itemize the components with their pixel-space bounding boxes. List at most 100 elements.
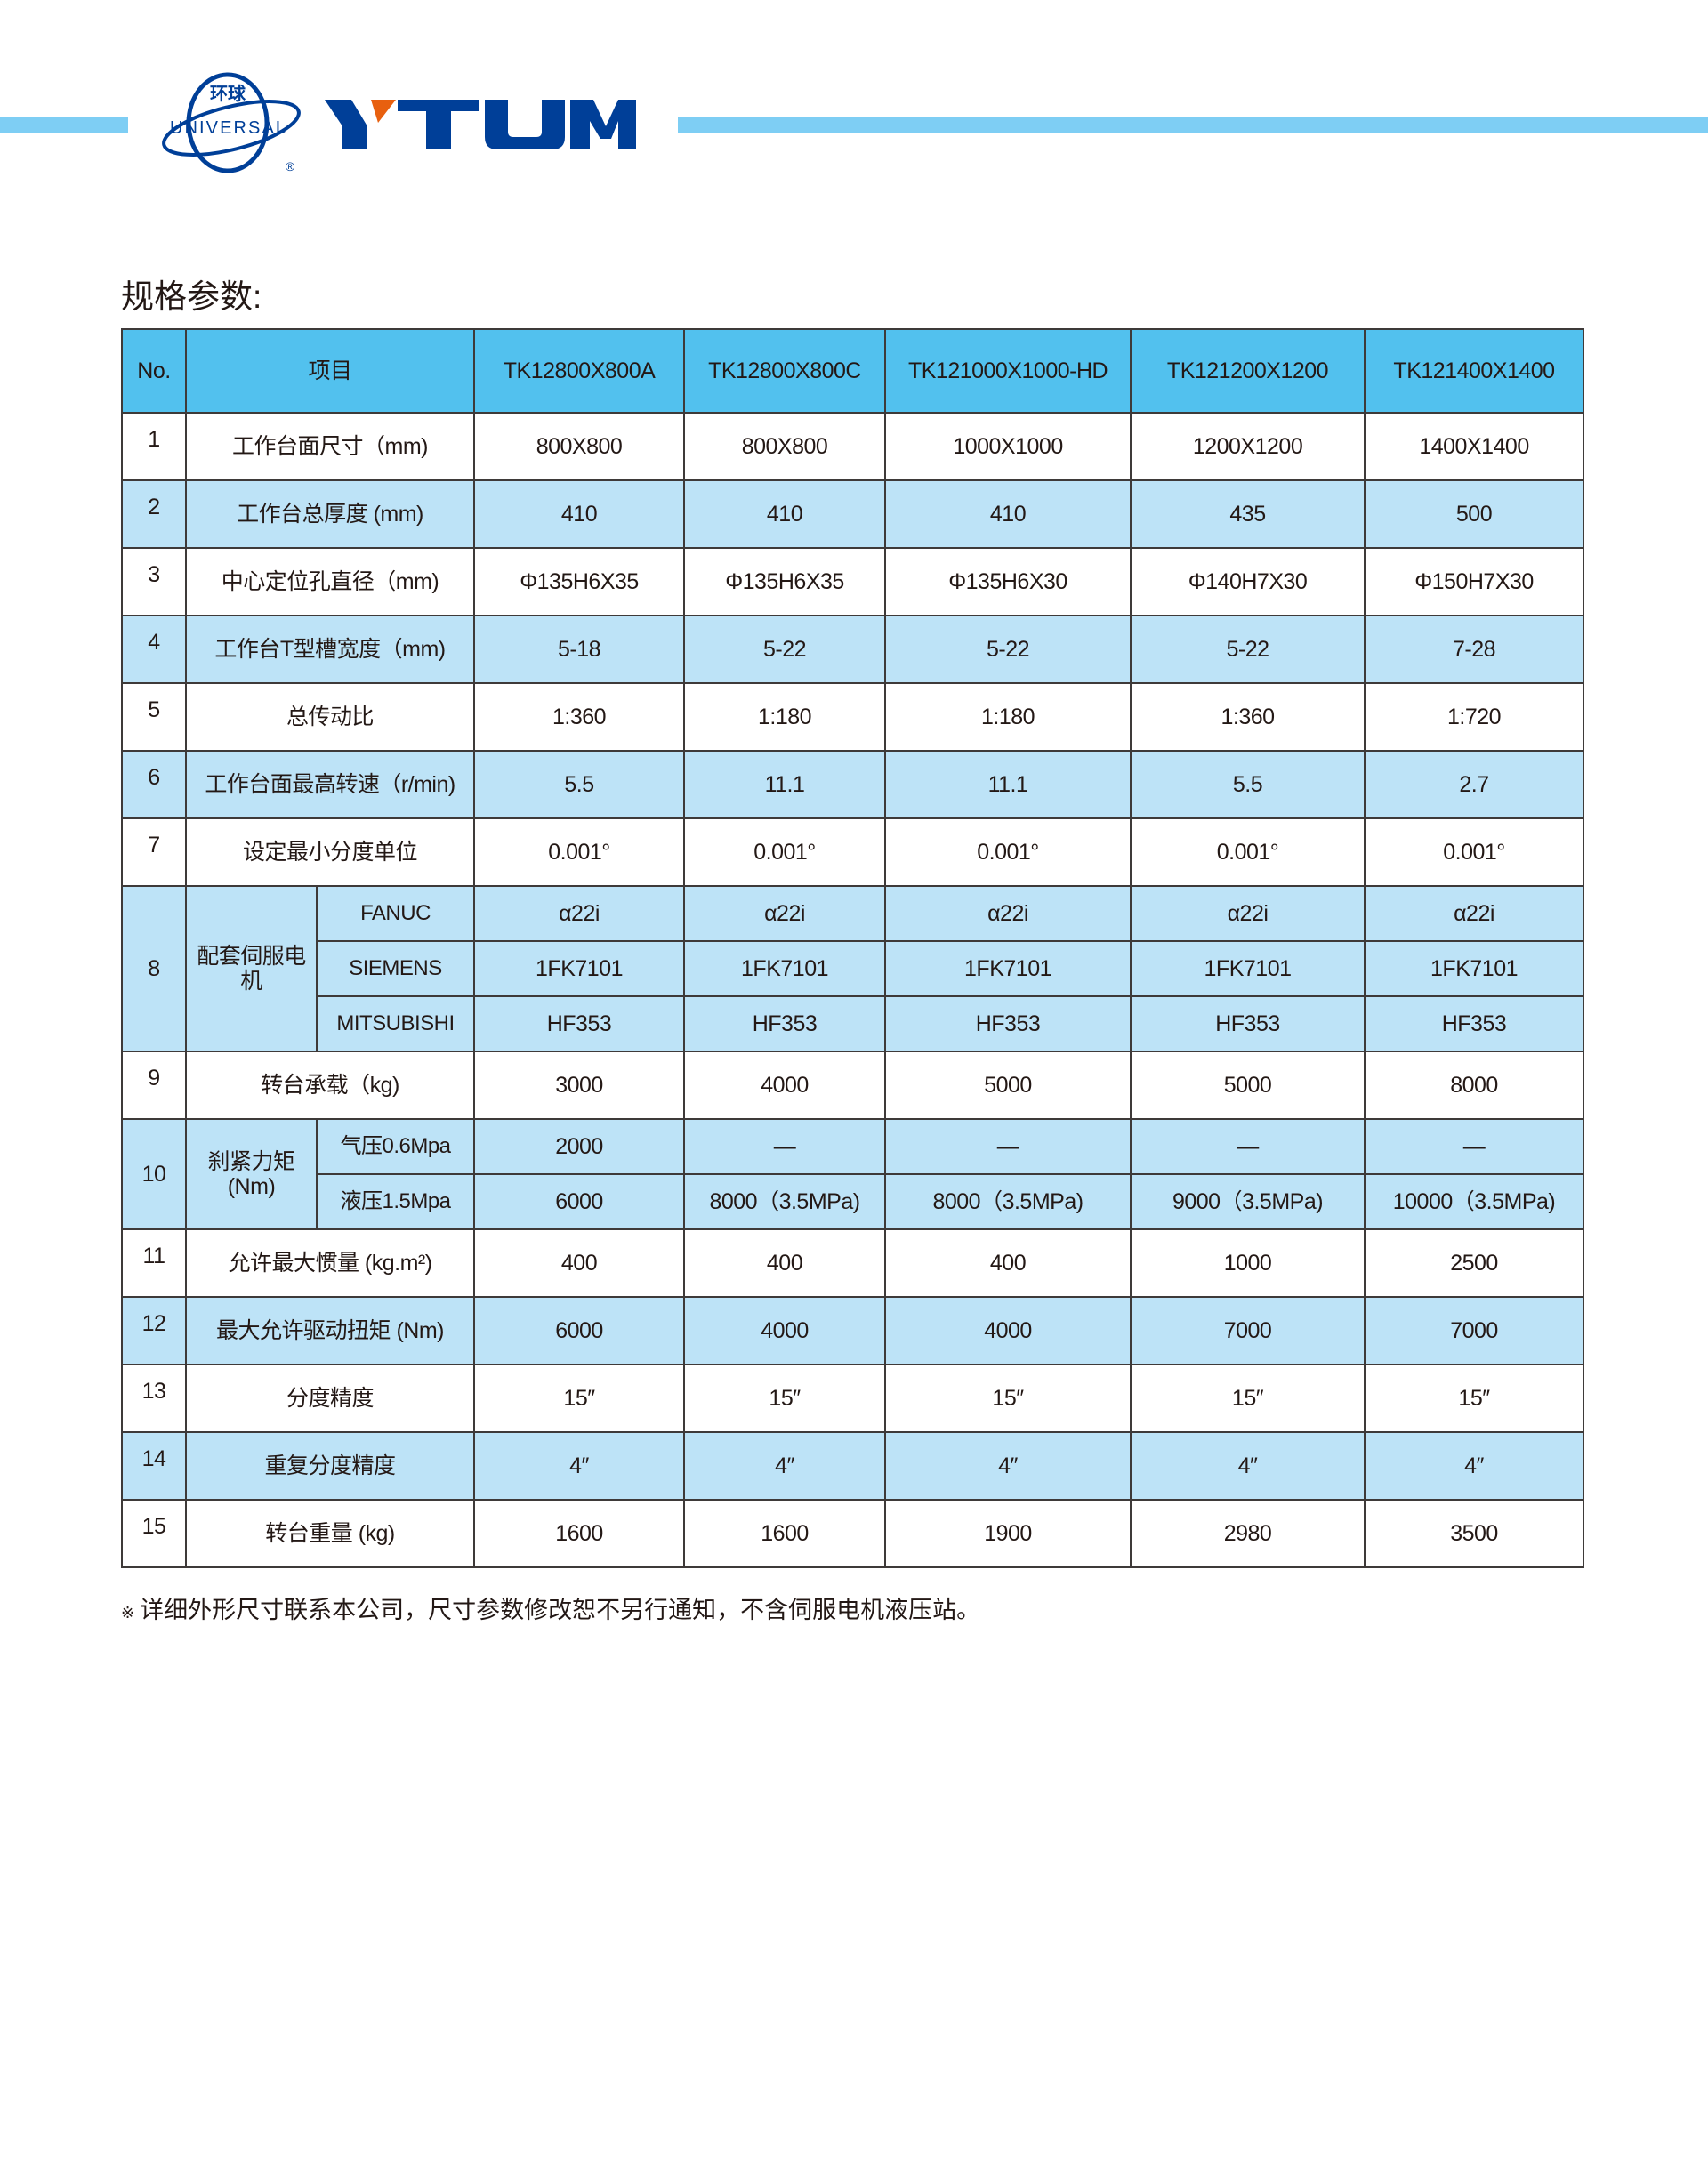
row-value: 8000（3.5MPa) [884,1173,1132,1230]
row-value: 15″ [1364,1364,1585,1433]
table-row: MITSUBISHI HF353 HF353 HF353 HF353 HF353 [122,995,1585,1052]
table-row: 11 允许最大惯量 (kg.m²) 400 400 400 1000 2500 [121,1228,1585,1298]
row-number: 7 [121,817,187,887]
row-item: 转台重量 (kg) [184,1499,476,1568]
row-value: 0.001° [683,817,887,887]
table-row: 3 中心定位孔直径（mm) Φ135H6X35 Φ135H6X35 Φ135H6X30 Φ… [121,547,1585,616]
table-row: SIEMENS 1FK7101 1FK7101 1FK7101 1FK7101 1FK71… [122,940,1585,997]
row-number: 9 [121,1051,187,1120]
row-item: 允许最大惯量 (kg.m²) [184,1228,476,1298]
row-number: 13 [121,1364,187,1433]
header-model: TK12800X800C [683,328,887,414]
footnote: ※ 详细外形尺寸联系本公司，尺寸参数修改恕不另行通知，不含伺服电机液压站。 [121,1595,980,1628]
row-value: 1600 [683,1499,887,1568]
row-value: 5-22 [1130,615,1366,684]
row-item: 最大允许驱动扭矩 (Nm) [184,1296,476,1365]
row-value: 15″ [884,1364,1132,1433]
row-value: 0.001° [1364,817,1585,887]
row-value: 5000 [1130,1051,1366,1120]
row-item-group: 配套伺服电机 [185,885,318,1052]
table-row: 12 最大允许驱动扭矩 (Nm) 6000 4000 4000 7000 7000 [121,1296,1585,1365]
row-value: 11.1 [683,750,887,819]
row-value: 400 [473,1228,686,1298]
row-value: 0.001° [884,817,1132,887]
row-sub-label: 液压1.5Mpa [315,1173,476,1230]
row-value: — [1364,1118,1585,1175]
row-value: α22i [683,885,887,942]
row-value: Φ135H6X35 [683,547,887,616]
row-value: α22i [884,885,1132,942]
row-value: 7000 [1364,1296,1585,1365]
table-row: 14 重复分度精度 4″ 4″ 4″ 4″ 4″ [121,1431,1585,1501]
row-value: — [683,1118,887,1175]
row-number: 11 [121,1228,187,1298]
row-value: 4000 [683,1051,887,1120]
row-item: 重复分度精度 [184,1431,476,1501]
row-item: 分度精度 [184,1364,476,1433]
header-model: TK121200X1200 [1130,328,1366,414]
row-number: 4 [121,615,187,684]
row-value: Φ150H7X30 [1364,547,1585,616]
row-sub-label: MITSUBISHI [315,995,476,1052]
table-header-row: No. 项目 TK12800X800A TK12800X800C TK121000X10… [121,328,1585,414]
row-value: 15″ [683,1364,887,1433]
table-row: 液压1.5Mpa 6000 8000（3.5MPa) 8000（3.5MPa) 9000… [122,1173,1585,1230]
row-number: 5 [121,682,187,752]
row-number: 1 [121,412,187,481]
row-number: 14 [121,1431,187,1501]
row-value: 8000 [1364,1051,1585,1120]
header-model: TK12800X800A [473,328,686,414]
row-value: 3000 [473,1051,686,1120]
table-row: 7 设定最小分度单位 0.001° 0.001° 0.001° 0.001° 0.001° [121,817,1585,887]
row-value: 1:180 [884,682,1132,752]
row-value: 1:360 [473,682,686,752]
row-item: 工作台面最高转速（r/min) [184,750,476,819]
table-row: 6 工作台面最高转速（r/min) 5.5 11.1 11.1 5.5 2.7 [121,750,1585,819]
ytum-wordmark [325,100,636,149]
row-value: HF353 [884,995,1132,1052]
row-value: 435 [1130,479,1366,549]
row-number: 2 [121,479,187,549]
table-row: 9 转台承载（kg) 3000 4000 5000 5000 8000 [121,1051,1585,1120]
row-value: 2000 [473,1118,686,1175]
row-value: 1FK7101 [1130,940,1366,997]
row-sub-label: SIEMENS [315,940,476,997]
row-value: 1FK7101 [683,940,887,997]
row-value: 1400X1400 [1364,412,1585,481]
header-model: TK121400X1400 [1364,328,1585,414]
note-text: 详细外形尺寸联系本公司，尺寸参数修改恕不另行通知，不含伺服电机液压站。 [140,1597,981,1623]
row-number: 3 [121,547,187,616]
row-item-group: 刹紧力矩 (Nm) [185,1118,318,1230]
row-value: 5-18 [473,615,686,684]
row-value: 1000X1000 [884,412,1132,481]
row-value: 2980 [1130,1499,1366,1568]
row-item: 转台承载（kg) [184,1051,476,1120]
row-value: 3500 [1364,1499,1585,1568]
row-value: 5.5 [473,750,686,819]
svg-text:环球: 环球 [210,83,246,104]
row-value: 6000 [473,1296,686,1365]
row-value: 1:720 [1364,682,1585,752]
row-value: α22i [1364,885,1585,942]
row-value: — [1130,1118,1366,1175]
table-row: 15 转台重量 (kg) 1600 1600 1900 2980 3500 [121,1499,1585,1568]
row-value: 410 [683,479,887,549]
row-value: 1200X1200 [1130,412,1366,481]
row-number: 15 [121,1499,187,1568]
row-value: 400 [683,1228,887,1298]
row-item: 设定最小分度单位 [184,817,476,887]
row-value: 1600 [473,1499,686,1568]
row-value: 4″ [1364,1431,1585,1501]
table-row: 10 刹紧力矩 (Nm) 气压0.6Mpa 2000— — — — [121,1118,1585,1230]
row-value: — [884,1118,1132,1175]
row-value: Φ140H7X30 [1130,547,1366,616]
table-row: 2 工作台总厚度 (mm) 410 410 410 435 500 [121,479,1585,549]
row-value: 7-28 [1364,615,1585,684]
row-number: 8 [121,885,187,1052]
row-value: 4″ [884,1431,1132,1501]
row-value: Φ135H6X30 [884,547,1132,616]
row-value: 4″ [683,1431,887,1501]
row-value: 1:180 [683,682,887,752]
header-no: No. [121,328,187,414]
row-value: 15″ [473,1364,686,1433]
